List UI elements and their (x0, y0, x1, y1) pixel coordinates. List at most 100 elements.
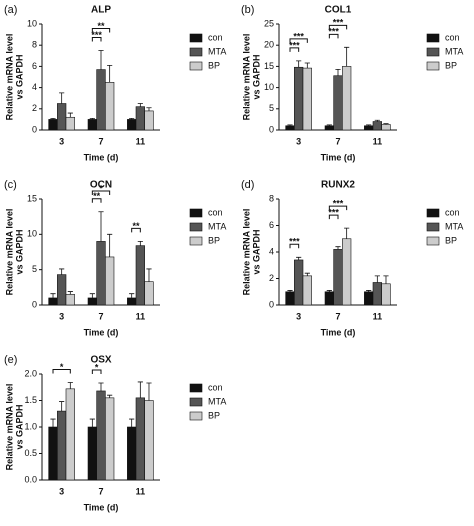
y-tick-label: 15 (264, 61, 274, 71)
bar (105, 397, 115, 481)
bar (96, 241, 106, 306)
error-bar (67, 112, 73, 118)
x-tick-label: 3 (296, 311, 301, 321)
error-bar (129, 117, 135, 120)
y-tick-label: 2.0 (24, 368, 37, 378)
x-tick-label: 11 (136, 311, 146, 321)
error-bar (304, 62, 310, 69)
legend-label: BP (445, 235, 457, 245)
legend-label: MTA (445, 221, 463, 231)
bar (105, 82, 115, 131)
error-bar (137, 103, 143, 107)
y-tick-label: 6 (269, 220, 274, 230)
x-tick-label: 11 (136, 486, 146, 496)
bar (381, 124, 391, 131)
error-bar (129, 418, 135, 427)
x-axis-label: Time (d) (321, 152, 356, 162)
error-bar (335, 68, 341, 76)
significance-bracket (131, 227, 141, 233)
y-tick-label: 8 (32, 40, 37, 50)
legend-label: BP (445, 60, 457, 70)
y-tick-label: 4 (32, 82, 37, 92)
y-axis-label: Relative mRNA level (4, 384, 14, 471)
error-bar (59, 401, 65, 412)
significance-label: ** (132, 221, 140, 231)
significance-bracket (289, 47, 300, 52)
x-axis-label: Time (d) (84, 327, 119, 337)
x-tick-label: 11 (373, 136, 383, 146)
x-axis-label: Time (d) (321, 327, 356, 337)
legend-label: con (208, 382, 223, 392)
legend-swatch (189, 383, 203, 393)
chart-title: COL1 (325, 5, 352, 16)
bar (144, 281, 154, 306)
error-bar (67, 382, 73, 389)
x-tick-label: 7 (335, 311, 340, 321)
bar (302, 275, 312, 306)
legend-label: con (445, 32, 460, 42)
y-tick-label: 6 (32, 61, 37, 71)
x-tick-label: 7 (335, 136, 340, 146)
error-bar (67, 291, 73, 295)
legend-label: con (208, 207, 223, 217)
significance-label: ** (97, 21, 105, 31)
bar (135, 397, 145, 481)
bar (48, 297, 58, 306)
bar (57, 274, 67, 306)
error-bar (107, 233, 113, 257)
error-bar (89, 418, 95, 427)
bar (127, 426, 137, 481)
error-bar (50, 418, 56, 427)
bar (285, 291, 295, 306)
legend-swatch (426, 222, 440, 232)
error-bar (137, 241, 143, 246)
legend-swatch (189, 222, 203, 232)
y-tick-label: 25 (264, 18, 274, 28)
panel: (d) RUNX2 Relative mRNA level vs GAPDH Time … (241, 179, 463, 337)
y-tick-label: 2 (32, 103, 37, 113)
significance-bracket (91, 37, 102, 42)
significance-bracket (91, 198, 102, 203)
error-bar (287, 290, 293, 292)
x-tick-label: 7 (98, 136, 103, 146)
legend-swatch (426, 61, 440, 71)
x-tick-label: 11 (373, 311, 383, 321)
significance-label: *** (328, 208, 339, 218)
legend-label: MTA (208, 396, 226, 406)
chart-title: OCN (90, 180, 112, 191)
bar (342, 66, 352, 131)
significance-label: *** (293, 31, 304, 41)
legend-swatch (189, 33, 203, 43)
error-bar (326, 290, 332, 292)
error-bar (59, 92, 65, 104)
legend-label: con (208, 32, 223, 42)
bar (48, 426, 58, 481)
legend-swatch (189, 47, 203, 57)
error-bar (59, 268, 65, 275)
bar (65, 388, 75, 481)
y-tick-label: 5 (269, 103, 274, 113)
legend-label: MTA (208, 46, 226, 56)
panel: (e) OSX Relative mRNA level vs GAPDH Time (d… (4, 354, 226, 512)
significance-label: *** (328, 27, 339, 37)
bar (381, 283, 391, 306)
bar (342, 238, 352, 306)
y-axis-label: vs GAPDH (14, 54, 24, 99)
legend-swatch (426, 47, 440, 57)
chart-title: ALP (91, 5, 111, 16)
significance-bracket (328, 214, 339, 220)
bar (127, 119, 137, 131)
error-bar (287, 124, 293, 126)
y-tick-label: 4 (269, 246, 274, 256)
error-bar (304, 272, 310, 276)
significance-label: *** (289, 237, 300, 247)
significance-bracket (91, 190, 111, 195)
x-tick-label: 3 (59, 486, 64, 496)
bar (302, 67, 312, 131)
error-bar (98, 382, 104, 391)
bar (144, 400, 154, 481)
error-bar (366, 290, 372, 292)
y-tick-label: 1.5 (24, 395, 37, 405)
error-bar (344, 227, 350, 239)
